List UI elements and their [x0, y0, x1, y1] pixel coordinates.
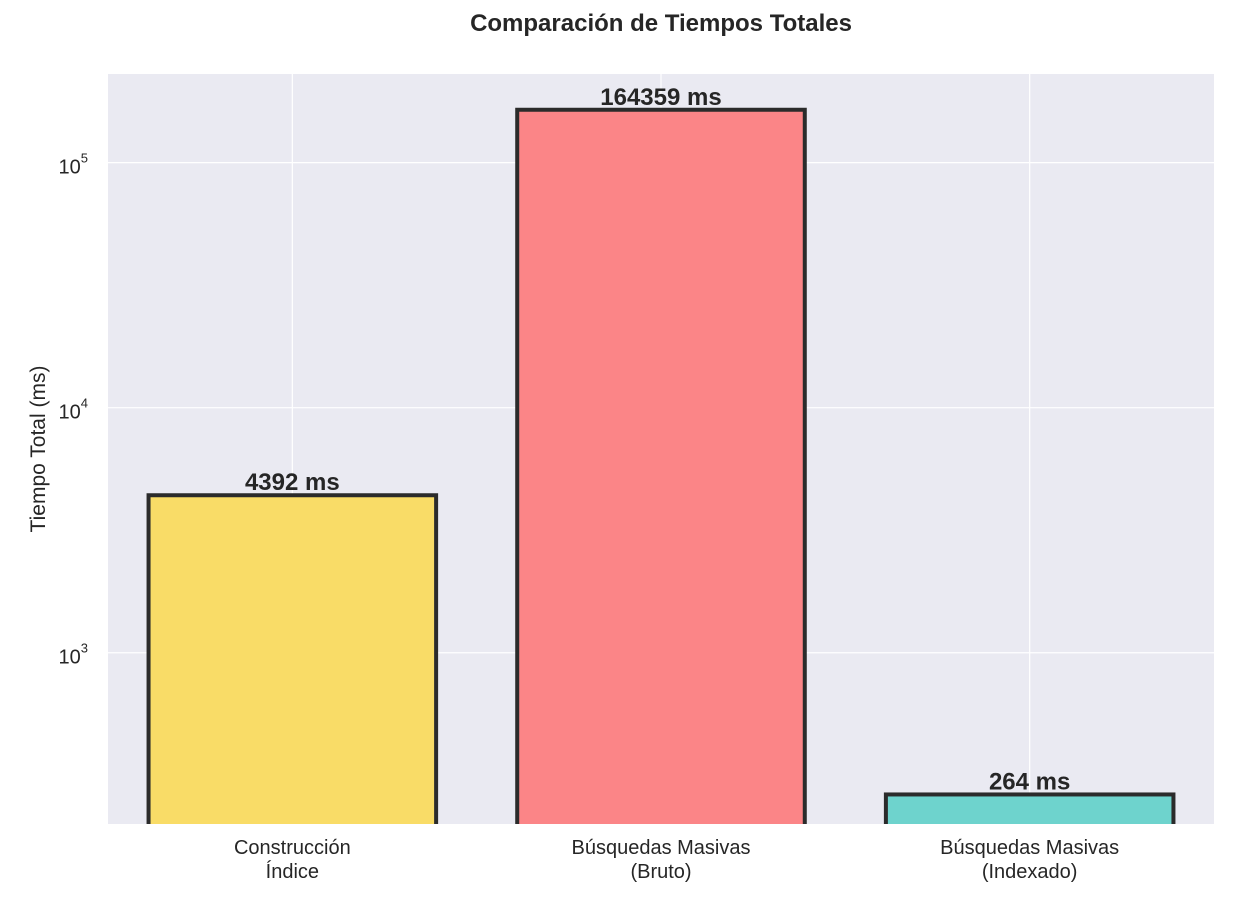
bar [883, 792, 1176, 824]
y-tick-label: 103 [59, 641, 88, 669]
bars [146, 107, 1176, 824]
y-tick-label: 105 [59, 151, 88, 179]
x-tick-label: Búsquedas Masivas (Indexado) [940, 837, 1119, 883]
y-axis-ticks: 103 104 105 [59, 151, 88, 669]
y-axis-label: Tiempo Total (ms) [27, 366, 50, 533]
y-tick-label: 104 [59, 396, 88, 424]
bar [515, 107, 807, 824]
bar-value-label: 4392 ms [245, 469, 340, 496]
x-tick-label: Construcción Índice [234, 837, 351, 883]
chart-title: Comparación de Tiempos Totales [470, 10, 852, 37]
bar-value-label: 264 ms [989, 768, 1070, 795]
data-labels: 4392 ms 164359 ms 264 ms [245, 84, 1070, 796]
x-tick-label: Búsquedas Masivas (Bruto) [572, 837, 751, 883]
x-axis-ticks: Construcción Índice Búsquedas Masivas (Brut… [234, 837, 1119, 883]
bar-value-label: 164359 ms [600, 84, 721, 111]
bar [146, 493, 439, 824]
